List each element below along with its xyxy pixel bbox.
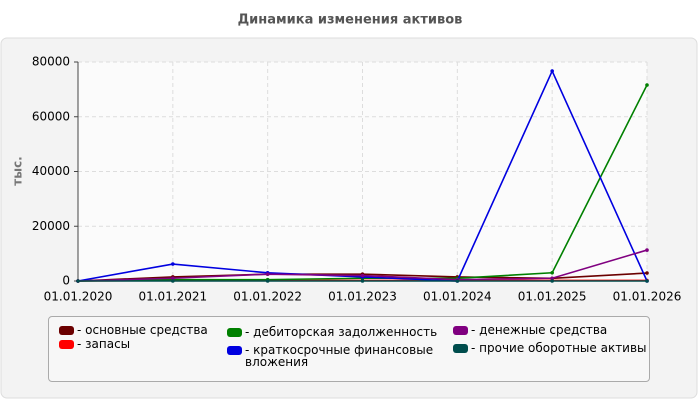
point: [360, 273, 365, 278]
x-tick-label: 01.01.2026: [613, 290, 682, 304]
legend-swatch: [59, 340, 74, 349]
legend-label: - денежные средства: [471, 323, 608, 337]
legend-label: - краткосрочные финансовые вложения: [245, 343, 434, 369]
point: [645, 271, 649, 275]
legend-label: - основные средства: [77, 323, 208, 337]
point: [550, 276, 554, 281]
point: [171, 276, 175, 281]
legend-item: - прочие оборотные активы: [453, 342, 673, 354]
legend-swatch: [453, 326, 468, 335]
point: [550, 69, 554, 73]
legend-label: - прочие оборотные активы: [471, 341, 647, 355]
point: [360, 279, 365, 283]
y-tick-label: 20000: [32, 219, 70, 233]
legend-swatch: [59, 326, 74, 335]
point: [171, 279, 175, 283]
point: [645, 83, 649, 87]
point: [550, 270, 554, 275]
y-tick-label: 40000: [32, 164, 70, 178]
legend: - основные средства - запасы - дебиторская…: [48, 316, 650, 382]
y-tick-label: 0: [62, 274, 70, 288]
legend-item: - денежные средства: [453, 324, 673, 336]
y-tick-label: 80000: [32, 55, 70, 69]
legend-swatch: [227, 328, 242, 337]
point: [645, 248, 649, 252]
legend-label: - дебиторская задолженность: [245, 325, 438, 339]
legend-label: - запасы: [77, 337, 131, 351]
x-tick-label: 01.01.2022: [233, 290, 302, 304]
point: [645, 279, 649, 283]
legend-swatch: [227, 346, 242, 355]
legend-item: - основные средства: [59, 324, 279, 336]
point: [171, 262, 175, 266]
legend-swatch: [453, 344, 468, 353]
chart-title: Динамика изменения активов: [238, 13, 463, 28]
y-axis-label: тыс.: [11, 156, 25, 185]
legend-item: - краткосрочные финансовые вложения: [227, 344, 437, 368]
x-tick-label: 01.01.2025: [518, 290, 587, 304]
x-tick-label: 01.01.2024: [423, 290, 492, 304]
legend-item: - запасы: [59, 338, 279, 350]
y-tick-label: 60000: [32, 109, 70, 123]
x-tick-label: 01.01.2023: [328, 290, 397, 304]
point: [550, 279, 554, 283]
x-tick-label: 01.01.2020: [44, 290, 113, 304]
legend-item: - дебиторская задолженность: [227, 326, 447, 338]
point: [265, 272, 270, 276]
point: [455, 279, 460, 283]
point: [265, 279, 270, 283]
point: [76, 279, 80, 283]
x-tick-label: 01.01.2021: [138, 290, 207, 304]
